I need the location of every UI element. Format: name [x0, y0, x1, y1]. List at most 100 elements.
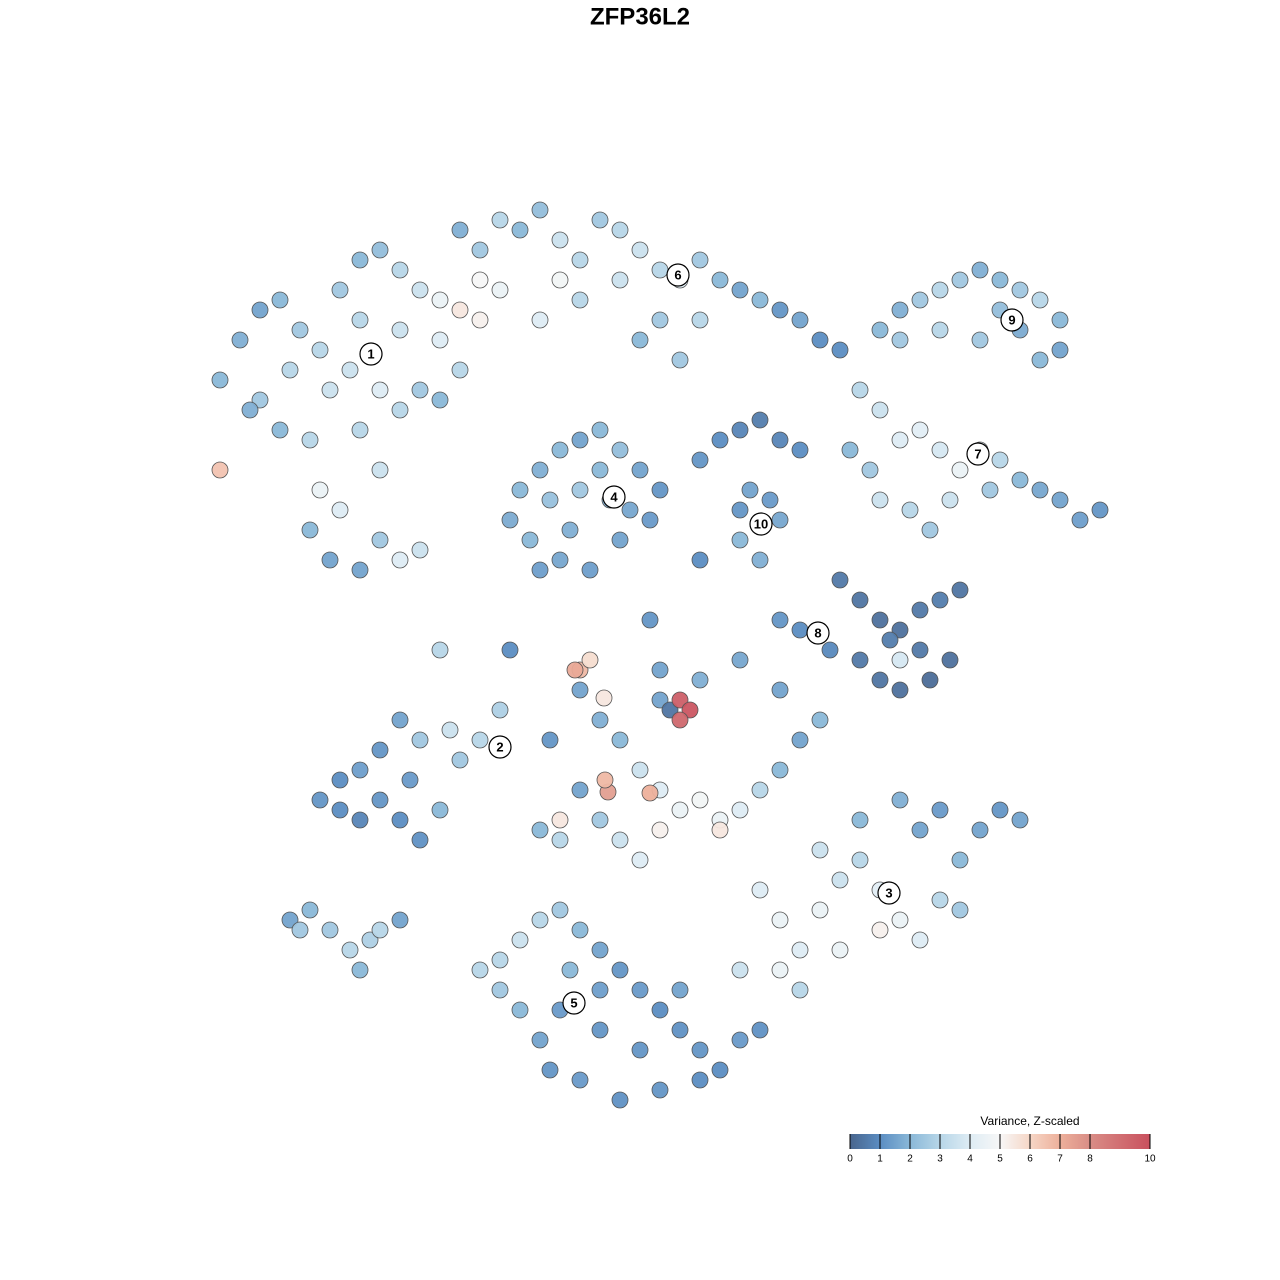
- point: [751, 411, 769, 429]
- cluster-label: 3: [885, 885, 892, 900]
- point: [921, 521, 939, 539]
- point: [611, 831, 629, 849]
- point: [991, 451, 1009, 469]
- point: [321, 921, 339, 939]
- point: [831, 571, 849, 589]
- point: [331, 771, 349, 789]
- point: [661, 701, 679, 719]
- point: [751, 781, 769, 799]
- colorbar-tick-label: 8: [1087, 1154, 1093, 1165]
- point: [651, 311, 669, 329]
- point: [711, 271, 729, 289]
- point: [641, 784, 659, 802]
- point: [931, 891, 949, 909]
- point: [391, 401, 409, 419]
- point: [731, 651, 749, 669]
- point: [811, 331, 829, 349]
- point: [411, 831, 429, 849]
- point: [361, 931, 379, 949]
- point: [491, 211, 509, 229]
- point: [471, 311, 489, 329]
- point: [1071, 511, 1089, 529]
- point: [341, 361, 359, 379]
- point: [531, 821, 549, 839]
- point: [551, 271, 569, 289]
- point: [241, 401, 259, 419]
- point: [931, 801, 949, 819]
- point: [691, 791, 709, 809]
- point: [611, 1091, 629, 1109]
- point: [501, 641, 519, 659]
- point: [561, 961, 579, 979]
- colorbar-tick-label: 10: [1144, 1154, 1156, 1165]
- point: [751, 551, 769, 569]
- point: [591, 981, 609, 999]
- point: [571, 781, 589, 799]
- point: [681, 701, 699, 719]
- point: [551, 901, 569, 919]
- point: [321, 551, 339, 569]
- colorbar: 0 1 2 3 4 5 6 7 8 10: [847, 1134, 1156, 1165]
- point: [831, 871, 849, 889]
- point: [991, 271, 1009, 289]
- point: [771, 301, 789, 319]
- point: [911, 931, 929, 949]
- point: [431, 331, 449, 349]
- point: [871, 671, 889, 689]
- point: [595, 689, 613, 707]
- point: [321, 381, 339, 399]
- point: [371, 791, 389, 809]
- cluster-label: 4: [610, 489, 618, 504]
- point: [871, 491, 889, 509]
- point: [731, 281, 749, 299]
- colorbar-title: Variance, Z-scaled: [980, 1114, 1079, 1128]
- point: [551, 441, 569, 459]
- point: [691, 251, 709, 269]
- point: [651, 261, 669, 279]
- point: [951, 901, 969, 919]
- point: [651, 481, 669, 499]
- point: [871, 611, 889, 629]
- point: [591, 711, 609, 729]
- point: [351, 561, 369, 579]
- point: [311, 791, 329, 809]
- point: [911, 421, 929, 439]
- point: [651, 1001, 669, 1019]
- point: [311, 341, 329, 359]
- point: [391, 711, 409, 729]
- point: [351, 251, 369, 269]
- point: [851, 851, 869, 869]
- point: [566, 661, 584, 679]
- point: [891, 791, 909, 809]
- point: [931, 591, 949, 609]
- point: [921, 671, 939, 689]
- point: [571, 481, 589, 499]
- point: [291, 321, 309, 339]
- point: [271, 421, 289, 439]
- point: [671, 691, 689, 709]
- point: [691, 1071, 709, 1089]
- colorbar-tick-label: 6: [1027, 1154, 1033, 1165]
- point: [891, 431, 909, 449]
- point: [571, 431, 589, 449]
- cluster-label: 9: [1008, 312, 1015, 327]
- point: [511, 931, 529, 949]
- point: [591, 941, 609, 959]
- point: [771, 761, 789, 779]
- point: [711, 821, 729, 839]
- point: [871, 401, 889, 419]
- point: [541, 491, 559, 509]
- point: [671, 981, 689, 999]
- point: [531, 1031, 549, 1049]
- cluster-badge: [877, 881, 901, 905]
- point: [981, 481, 999, 499]
- point: [391, 911, 409, 929]
- point: [371, 741, 389, 759]
- point: [631, 241, 649, 259]
- point: [851, 651, 869, 669]
- point: [531, 911, 549, 929]
- point: [911, 291, 929, 309]
- point: [431, 291, 449, 309]
